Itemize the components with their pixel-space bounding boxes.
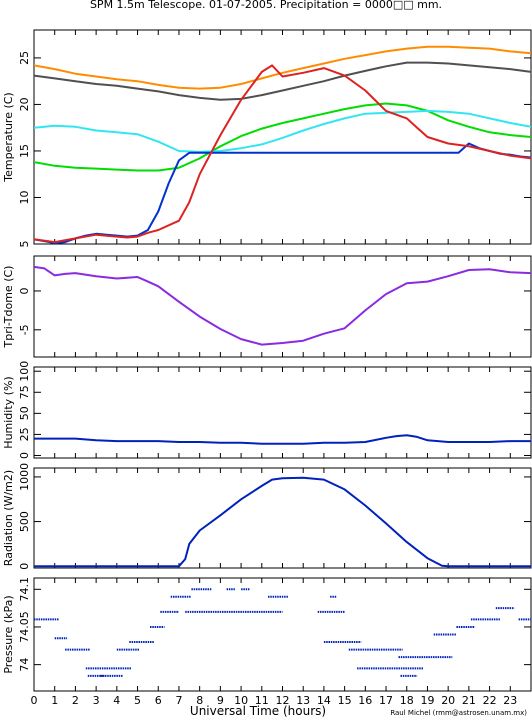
- x-axis: 0 1 2 3 4 5 6 7 8 9 10 11 12 13 14 15 16 17 18 19 20 21 22 23: [31, 694, 518, 707]
- panel-frame: [33, 255, 532, 358]
- y-tick-label: 10: [18, 191, 31, 205]
- series-group: [34, 45, 531, 244]
- x-tick-label: 11: [255, 694, 269, 707]
- x-tick-label: 2: [72, 694, 79, 707]
- y-axis-label: Radiation (W/m2): [2, 470, 15, 566]
- series-group: [34, 588, 531, 677]
- figure-title: SPM 1.5m Telescope. 01-07-2005. Precipit…: [90, 0, 442, 11]
- series-line-2: [34, 61, 531, 101]
- y-tick-label: 0: [18, 563, 31, 570]
- y-tick-label: 25: [18, 427, 31, 441]
- y-tick-label: 25: [18, 51, 31, 65]
- series-group: [34, 476, 531, 568]
- credit-text: Raul Michel (rmm@astrosen.unam.mx): [390, 709, 527, 717]
- x-tick-label: 6: [155, 694, 162, 707]
- x-tick-label: 5: [134, 694, 141, 707]
- x-tick-label: 18: [400, 694, 414, 707]
- y-tick-label: 0: [18, 288, 31, 295]
- x-tick-label: 13: [296, 694, 310, 707]
- x-tick-label: 23: [503, 694, 517, 707]
- x-tick-label: 20: [441, 694, 455, 707]
- y-tick-label: 74: [18, 658, 31, 672]
- x-tick-label: 0: [31, 694, 38, 707]
- x-tick-label: 10: [234, 694, 248, 707]
- series-line-1: [34, 45, 531, 90]
- y-tick-label: -5: [18, 324, 31, 335]
- x-tick-label: 16: [358, 694, 372, 707]
- x-tick-label: 15: [338, 694, 352, 707]
- y-axis-label: Pressure (kPa): [2, 595, 15, 673]
- series-line-3: [34, 102, 531, 172]
- series-line-1: [34, 434, 531, 445]
- y-tick-label: 500: [18, 511, 31, 532]
- series-line-1: [34, 265, 531, 346]
- y-tick-label: 0: [18, 452, 31, 459]
- y-tick-label: 1000: [18, 463, 31, 491]
- x-tick-label: 8: [196, 694, 203, 707]
- x-tick-label: 14: [317, 694, 331, 707]
- series-line-5: [34, 142, 531, 244]
- y-tick-label: 75: [18, 385, 31, 399]
- y-tick-label: 15: [18, 144, 31, 158]
- x-tick-label: 7: [176, 694, 183, 707]
- panel-1: 5 10 15 20 25 Temperature (C): [2, 29, 532, 248]
- y-tick-label: 74.05: [18, 611, 31, 643]
- series-group: [34, 434, 531, 445]
- y-axis-label: Tpri-Tdome (C): [2, 266, 15, 349]
- series-line-4: [34, 109, 531, 153]
- series-line-1: [34, 476, 531, 568]
- panel-frame: [33, 577, 532, 692]
- x-tick-label: 21: [462, 694, 476, 707]
- x-tick-label: 1: [51, 694, 58, 707]
- x-axis-label: Universal Time (hours): [190, 704, 326, 718]
- y-tick-label: 5: [18, 241, 31, 248]
- x-tick-label: 4: [113, 694, 120, 707]
- x-tick-label: 9: [217, 694, 224, 707]
- y-tick-label: 50: [18, 406, 31, 420]
- y-tick-label: 100: [18, 361, 31, 382]
- y-axis-label: Humidity (%): [2, 376, 15, 448]
- y-axis-label: Temperature (C): [2, 92, 15, 182]
- panel-frame: [33, 467, 532, 569]
- series-line-6: [34, 64, 531, 244]
- x-tick-label: 17: [379, 694, 393, 707]
- x-tick-label: 19: [421, 694, 435, 707]
- y-tick-label: 20: [18, 97, 31, 111]
- series-group: [34, 265, 531, 346]
- x-tick-label: 12: [276, 694, 290, 707]
- y-tick-label: 74.1: [18, 577, 31, 602]
- x-tick-label: 22: [483, 694, 497, 707]
- x-tick-label: 3: [93, 694, 100, 707]
